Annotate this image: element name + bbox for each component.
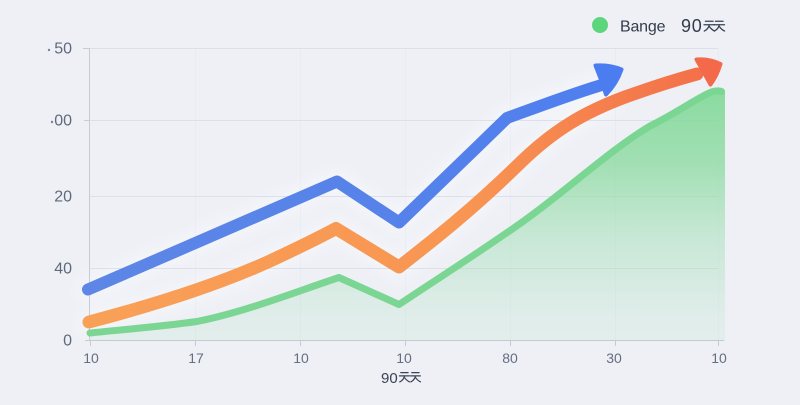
- svg-text:10: 10: [396, 350, 412, 366]
- svg-text:10: 10: [711, 350, 727, 366]
- svg-text:80: 80: [502, 350, 518, 366]
- svg-text:10: 10: [293, 350, 309, 366]
- svg-text:90: 90: [681, 16, 703, 36]
- svg-text:30: 30: [606, 350, 622, 366]
- svg-text:50: 50: [54, 41, 72, 58]
- svg-text:Bange: Bange: [620, 19, 666, 36]
- svg-text:0: 0: [63, 333, 72, 350]
- svg-text:10: 10: [83, 350, 99, 366]
- svg-text:00: 00: [54, 113, 72, 130]
- svg-text:90: 90: [381, 370, 398, 387]
- svg-text:20: 20: [54, 189, 72, 206]
- svg-text:40: 40: [54, 261, 72, 278]
- svg-text:17: 17: [188, 350, 204, 366]
